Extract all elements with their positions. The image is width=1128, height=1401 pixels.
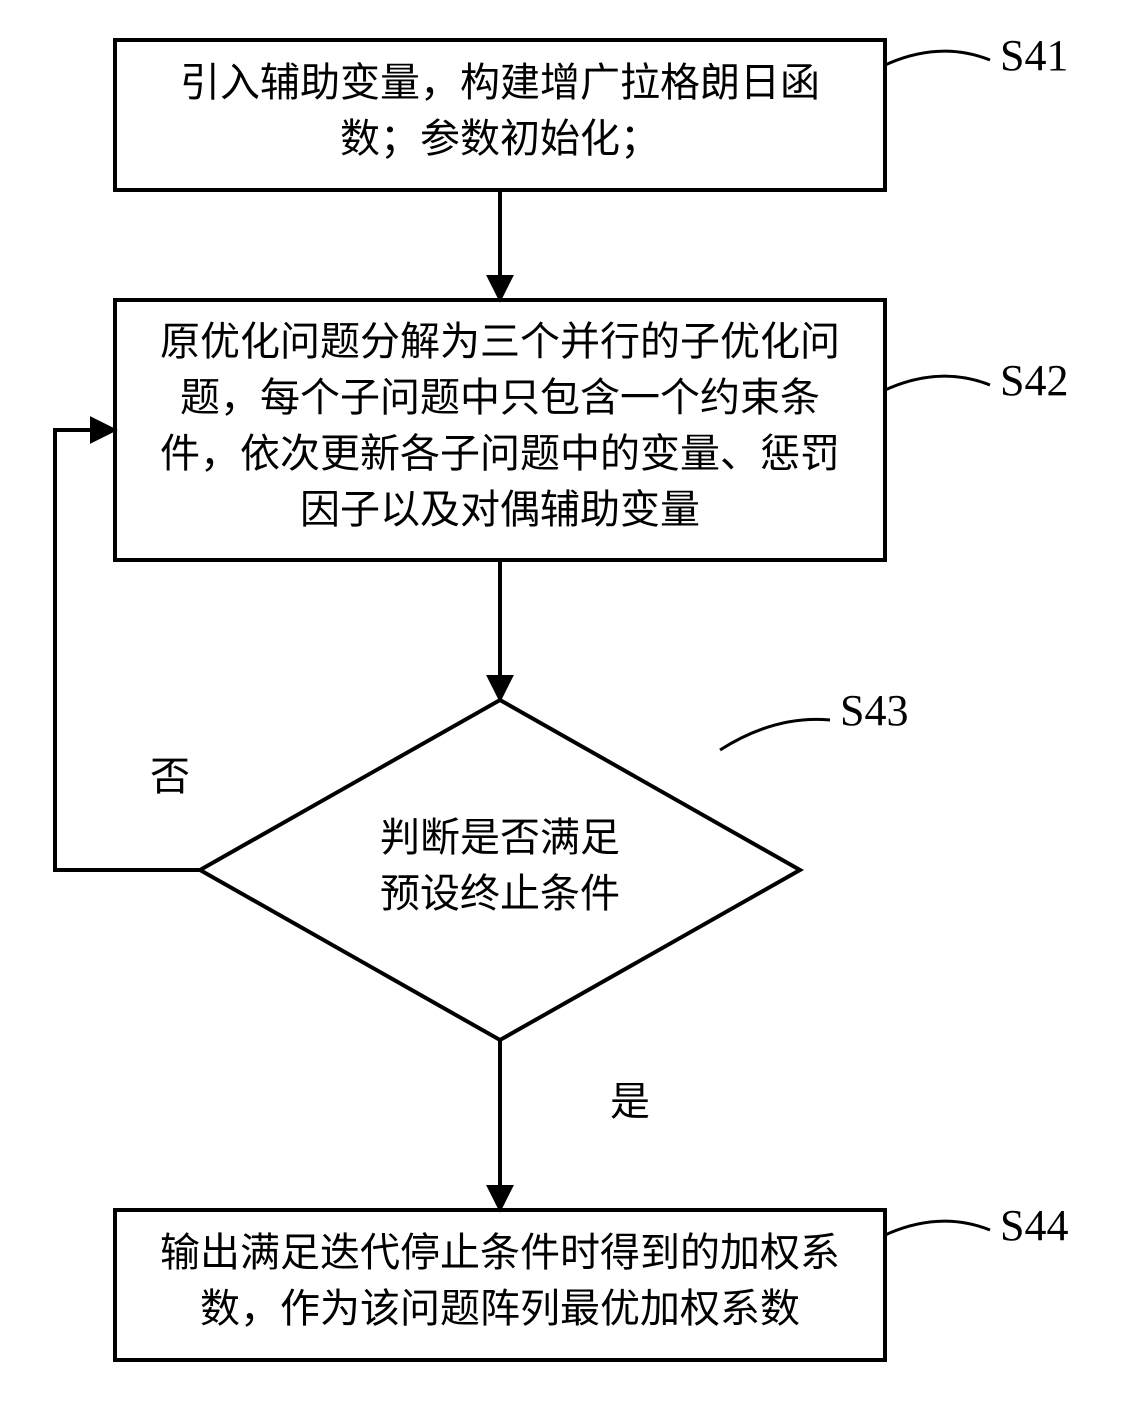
callout-curve [885, 376, 990, 390]
edge-label-no: 否 [150, 754, 190, 799]
callout-curve [720, 719, 830, 750]
diamond-text-s43-line-1: 预设终止条件 [380, 871, 620, 916]
step-label-s41: S41 [1000, 31, 1068, 80]
edge-label-e3: 是 [610, 1079, 650, 1124]
box-text-s42-line-3: 因子以及对偶辅助变量 [300, 487, 700, 532]
step-label-s42: S42 [1000, 356, 1068, 405]
box-text-s42-line-1: 题，每个子问题中只包含一个约束条 [180, 375, 820, 420]
box-text-s44-line-1: 数，作为该问题阵列最优加权系数 [200, 1286, 800, 1331]
box-text-s41-line-1: 数；参数初始化； [340, 116, 660, 161]
box-text-s44-line-0: 输出满足迭代停止条件时得到的加权系 [160, 1230, 840, 1275]
flowchart-diamond-s43 [200, 700, 800, 1040]
box-text-s42-line-2: 件，依次更新各子问题中的变量、惩罚 [160, 431, 840, 476]
step-label-s44: S44 [1000, 1201, 1068, 1250]
box-text-s41-line-0: 引入辅助变量，构建增广拉格朗日函 [180, 60, 820, 105]
box-text-s42-line-0: 原优化问题分解为三个并行的子优化问 [160, 319, 840, 364]
diamond-text-s43-line-0: 判断是否满足 [380, 815, 620, 860]
step-label-s43: S43 [840, 686, 908, 735]
callout-curve [885, 1221, 990, 1235]
callout-curve [885, 51, 990, 65]
